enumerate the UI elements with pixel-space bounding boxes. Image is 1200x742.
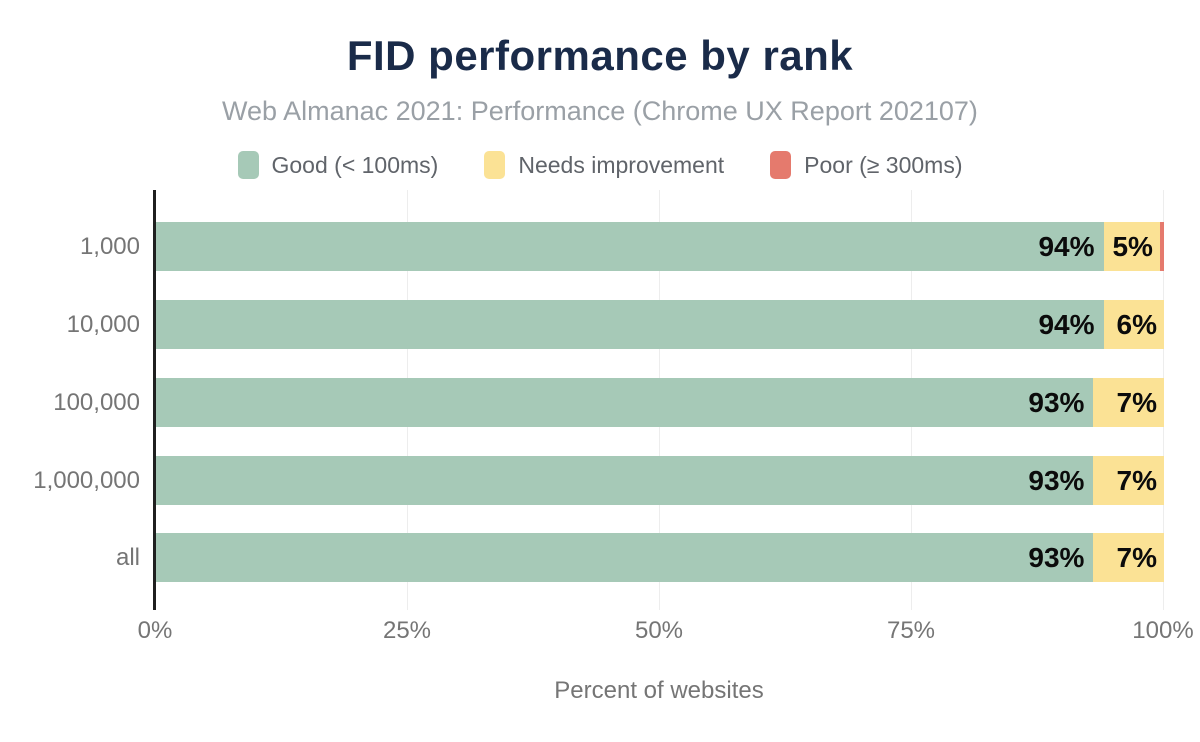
legend-label-good: Good (< 100ms) bbox=[271, 152, 439, 178]
chart-title: FID performance by rank bbox=[346, 32, 854, 79]
x-tick-50%: 50% bbox=[634, 617, 684, 644]
legend-label-poor: Poor (≥ 300ms) bbox=[804, 152, 963, 178]
bar-segment-good: 94% bbox=[156, 300, 1104, 349]
bar-value-label: 93% bbox=[1028, 541, 1085, 573]
bar-value-label: 5% bbox=[1112, 230, 1153, 262]
y-axis-label-all: all bbox=[115, 544, 140, 571]
bar-value-label: 93% bbox=[1028, 464, 1085, 496]
legend-swatch-needs_improvement bbox=[484, 151, 506, 179]
x-tick-25%: 25% bbox=[382, 617, 432, 644]
bar-segment-good: 93% bbox=[156, 378, 1094, 427]
bar-row-all: 93% 7% bbox=[156, 533, 1164, 582]
bar-segment-needs_improvement: 7% bbox=[1093, 533, 1164, 582]
bar-value-label: 94% bbox=[1038, 230, 1095, 262]
y-axis-label-1,000,000: 1,000,000 bbox=[33, 467, 140, 494]
bar-value-label: 7% bbox=[1116, 464, 1157, 496]
bar-value-label: 94% bbox=[1038, 308, 1095, 340]
bar-segment-poor bbox=[1159, 222, 1164, 271]
y-axis-line bbox=[153, 190, 156, 610]
legend-item-good: Good (< 100ms) bbox=[237, 151, 439, 179]
y-axis-label-100,000: 100,000 bbox=[53, 389, 140, 416]
chart-subtitle: Web Almanac 2021: Performance (Chrome UX… bbox=[222, 96, 978, 126]
x-tick-100%: 100% bbox=[1132, 617, 1194, 644]
bar-segment-needs_improvement: 7% bbox=[1093, 456, 1164, 505]
bar-value-label: 7% bbox=[1116, 386, 1157, 418]
bar-segment-needs_improvement: 5% bbox=[1103, 222, 1160, 271]
bar-segment-needs_improvement: 7% bbox=[1093, 378, 1164, 427]
y-axis-label-10,000: 10,000 bbox=[66, 311, 140, 338]
bar-value-label: 93% bbox=[1028, 386, 1085, 418]
bar-row-1,000: 94% 5% bbox=[156, 222, 1164, 271]
legend: Good (< 100ms) Needs improvement Poor (≥ 3… bbox=[0, 151, 1200, 179]
bar-row-10,000: 94% 6% bbox=[156, 300, 1164, 349]
x-tick-75%: 75% bbox=[886, 617, 936, 644]
bar-segment-good: 93% bbox=[156, 456, 1094, 505]
legend-swatch-poor bbox=[770, 151, 792, 179]
bar-segment-good: 94% bbox=[156, 222, 1104, 271]
legend-label-needs_improvement: Needs improvement bbox=[518, 152, 725, 178]
bar-segment-needs_improvement: 6% bbox=[1103, 300, 1164, 349]
legend-item-needs_improvement: Needs improvement bbox=[484, 151, 724, 179]
bar-value-label: 6% bbox=[1116, 308, 1157, 340]
x-tick-0%: 0% bbox=[137, 617, 173, 644]
bar-value-label: 7% bbox=[1116, 541, 1157, 573]
x-axis-title: Percent of websites bbox=[554, 677, 764, 704]
bar-row-100,000: 93% 7% bbox=[156, 378, 1164, 427]
legend-swatch-good bbox=[237, 151, 259, 179]
y-axis-label-1,000: 1,000 bbox=[79, 233, 140, 260]
bar-segment-good: 93% bbox=[156, 533, 1094, 582]
bar-row-1,000,000: 93% 7% bbox=[156, 456, 1164, 505]
plot-area: Percent of websites 94% 5% 1,000 94% 6% 10,00… bbox=[33, 190, 1194, 704]
legend-item-poor: Poor (≥ 300ms) bbox=[770, 151, 963, 179]
